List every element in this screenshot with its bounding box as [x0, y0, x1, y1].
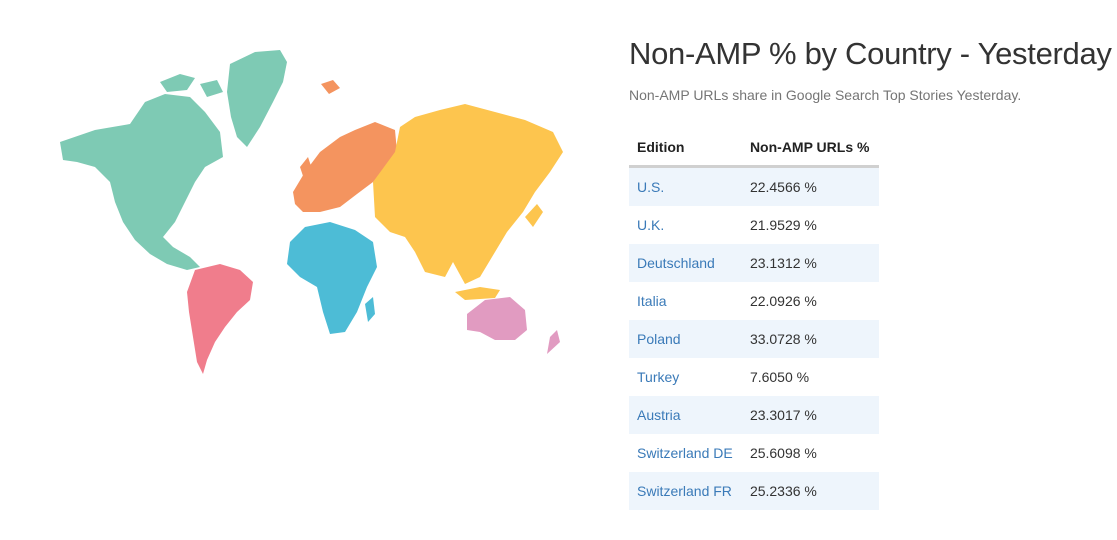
- table-row: U.S. 22.4566 %: [629, 166, 879, 206]
- non-amp-value: 23.3017 %: [749, 407, 817, 423]
- edition-link-switzerland-fr[interactable]: Switzerland FR: [637, 483, 732, 499]
- edition-link-turkey[interactable]: Turkey: [637, 369, 680, 385]
- table-row: Turkey 7.6050 %: [629, 358, 879, 396]
- non-amp-value: 22.0926 %: [749, 293, 817, 309]
- table-row: Austria 23.3017 %: [629, 396, 879, 434]
- column-header-edition: Edition: [629, 128, 742, 168]
- stats-panel: Non-AMP % by Country - Yesterday Non-AMP…: [629, 30, 1112, 510]
- world-map-svg: [60, 50, 563, 374]
- non-amp-value: 22.4566 %: [749, 179, 817, 195]
- continent-oceania: [467, 297, 527, 340]
- table-row: Deutschland 23.1312 %: [629, 244, 879, 282]
- world-map: [55, 42, 575, 382]
- edition-link-us[interactable]: U.S.: [637, 179, 665, 195]
- non-amp-value: 25.2336 %: [749, 483, 817, 499]
- page-title: Non-AMP % by Country - Yesterday: [629, 36, 1112, 71]
- table-row: U.K. 21.9529 %: [629, 206, 879, 244]
- non-amp-value: 7.6050 %: [749, 369, 810, 385]
- edition-link-deutschland[interactable]: Deutschland: [637, 255, 715, 271]
- edition-link-austria[interactable]: Austria: [637, 407, 681, 423]
- table-row: Switzerland FR 25.2336 %: [629, 472, 879, 510]
- continent-africa: [287, 222, 377, 334]
- edition-link-italia[interactable]: Italia: [637, 293, 667, 309]
- continent-europe-iceland: [321, 80, 340, 94]
- edition-link-uk[interactable]: U.K.: [637, 217, 665, 233]
- table-row: Switzerland DE 25.6098 %: [629, 434, 879, 472]
- non-amp-value: 21.9529 %: [749, 217, 817, 233]
- continent-asia-indonesia: [455, 287, 500, 300]
- table-header-row: Edition Non-AMP URLs %: [629, 128, 879, 168]
- non-amp-value: 25.6098 %: [749, 445, 817, 461]
- continent-north-america: [60, 94, 223, 270]
- continent-north-america-islands: [160, 74, 223, 97]
- non-amp-value: 33.0728 %: [749, 331, 817, 347]
- table-row: Poland 33.0728 %: [629, 320, 879, 358]
- column-header-non-amp: Non-AMP URLs %: [741, 128, 879, 168]
- edition-link-switzerland-de[interactable]: Switzerland DE: [637, 445, 733, 461]
- edition-link-poland[interactable]: Poland: [637, 331, 681, 347]
- non-amp-table: Edition Non-AMP URLs % U.S. 22.4566 % U.…: [629, 128, 879, 510]
- continent-europe: [293, 122, 397, 212]
- continent-asia-japan: [525, 204, 543, 227]
- non-amp-value: 23.1312 %: [749, 255, 817, 271]
- continent-europe-uk: [300, 157, 313, 182]
- continent-asia: [373, 104, 563, 284]
- continent-africa-madagascar: [365, 297, 375, 322]
- continent-greenland: [227, 50, 287, 147]
- continent-oceania-new-zealand: [547, 330, 560, 354]
- table-row: Italia 22.0926 %: [629, 282, 879, 320]
- continent-south-america: [187, 264, 253, 374]
- page-subtitle: Non-AMP URLs share in Google Search Top …: [629, 87, 1022, 103]
